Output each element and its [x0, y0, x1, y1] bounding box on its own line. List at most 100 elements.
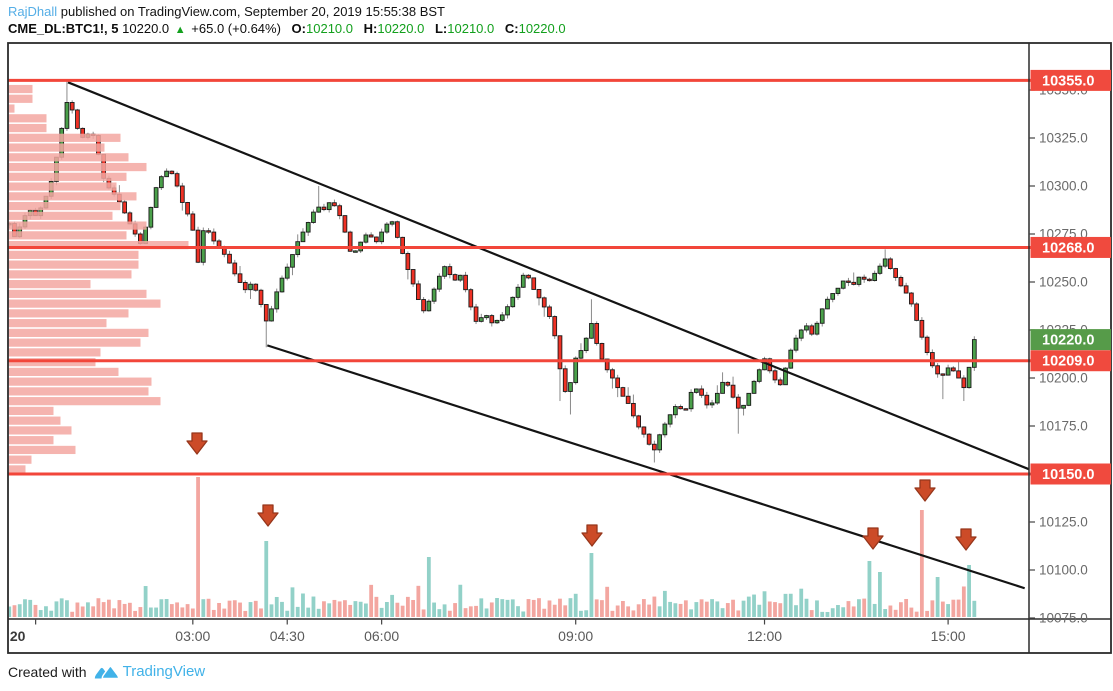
volume-bar — [70, 611, 75, 617]
volume-bar — [54, 601, 59, 617]
volume-bar — [909, 607, 914, 617]
volume-bar — [710, 599, 714, 617]
brand-link[interactable]: TradingView — [122, 663, 206, 680]
volume-bar — [542, 608, 547, 617]
candle — [814, 322, 820, 335]
volume-bar — [253, 600, 258, 617]
level-price-label-text: 10268.0 — [1042, 240, 1094, 256]
candle — [332, 202, 337, 207]
volume-bar — [505, 599, 510, 617]
candle — [347, 231, 353, 252]
up-triangle-icon: ▲ — [174, 24, 186, 36]
candle — [164, 170, 169, 178]
volume-bar — [49, 610, 54, 617]
volume-bar — [510, 599, 515, 617]
volume-bar — [495, 598, 499, 617]
volume-bar — [773, 602, 777, 617]
candle — [316, 206, 322, 213]
volume-bar — [432, 602, 436, 617]
candle — [374, 236, 379, 243]
volume-bar — [369, 584, 374, 617]
volume-bar — [878, 572, 882, 617]
volume-profile-bar — [8, 133, 121, 142]
candle — [442, 266, 447, 277]
volume-bar — [353, 601, 358, 617]
volume-bar — [468, 606, 473, 617]
candle — [64, 102, 70, 129]
candle — [956, 370, 961, 379]
volume-profile-bar — [8, 153, 129, 162]
volume-bar — [799, 588, 804, 617]
down-arrow-marker — [862, 527, 884, 550]
candle — [410, 269, 416, 285]
volume-bar — [694, 602, 699, 617]
volume-bar — [521, 611, 526, 617]
volume-bar — [678, 603, 683, 617]
volume-bar — [148, 607, 153, 617]
volume-bar — [248, 602, 253, 617]
candle — [562, 368, 568, 392]
candle — [594, 323, 600, 344]
volume-bar — [898, 602, 903, 617]
symbol-title: CME_DL:BTC1!, — [8, 21, 108, 36]
volume-bar — [689, 609, 693, 617]
trendline-upper — [67, 81, 1030, 471]
volume-bar — [725, 603, 730, 617]
candle — [473, 306, 479, 322]
candle — [494, 319, 500, 324]
candle — [804, 325, 809, 331]
candle — [688, 391, 694, 410]
candle — [232, 262, 238, 275]
candle — [678, 406, 683, 410]
volume-bar — [38, 610, 43, 617]
volume-profile-bar — [8, 84, 33, 94]
volume-bar — [783, 593, 788, 617]
volume-bar — [337, 601, 342, 617]
candle — [436, 275, 442, 290]
volume-bar — [867, 561, 872, 617]
candle — [704, 394, 710, 406]
level-price-label-text: 10209.0 — [1042, 354, 1094, 370]
candle — [589, 323, 594, 339]
candle — [667, 414, 673, 425]
open-label: O: — [291, 21, 306, 36]
volume-bar — [311, 596, 316, 617]
price-tick-label: 10200.0 — [1039, 371, 1088, 386]
volume-bar — [290, 587, 295, 617]
down-arrow-marker — [955, 528, 977, 551]
volume-bar — [531, 599, 536, 617]
volume-bar — [657, 606, 662, 617]
volume-bar — [652, 596, 657, 617]
volume-profile-bar — [8, 338, 141, 347]
volume-bar — [274, 596, 279, 617]
volume-bar — [762, 591, 767, 617]
price-tick-label: 10125.0 — [1039, 515, 1088, 530]
volume-bar — [857, 599, 861, 617]
candle — [468, 289, 474, 308]
volume-profile-bar — [8, 221, 147, 230]
volume-bar — [384, 602, 389, 617]
volume-bar — [374, 596, 379, 617]
volume-bar — [206, 598, 211, 617]
volume-bar — [44, 606, 48, 617]
volume-profile-bar — [8, 270, 132, 279]
volume-profile-bar — [8, 250, 139, 259]
candle — [882, 258, 888, 267]
publisher-link[interactable]: RajDhall — [8, 4, 58, 19]
volume-profile-bar — [8, 348, 101, 357]
candle — [510, 296, 516, 308]
level-price-label-text: 10355.0 — [1042, 73, 1094, 89]
volume-bar — [227, 600, 232, 617]
volume-bar — [259, 608, 263, 617]
candle — [526, 274, 531, 279]
candle — [452, 274, 458, 281]
volume-bar — [956, 599, 961, 617]
volume-bar — [946, 604, 950, 617]
candle — [211, 231, 217, 242]
volume-profile-bar — [8, 280, 91, 289]
candle — [735, 396, 741, 409]
time-label: 03:00 — [175, 628, 210, 644]
candle — [389, 221, 395, 225]
candle — [541, 297, 547, 308]
volume-bar — [185, 604, 190, 617]
